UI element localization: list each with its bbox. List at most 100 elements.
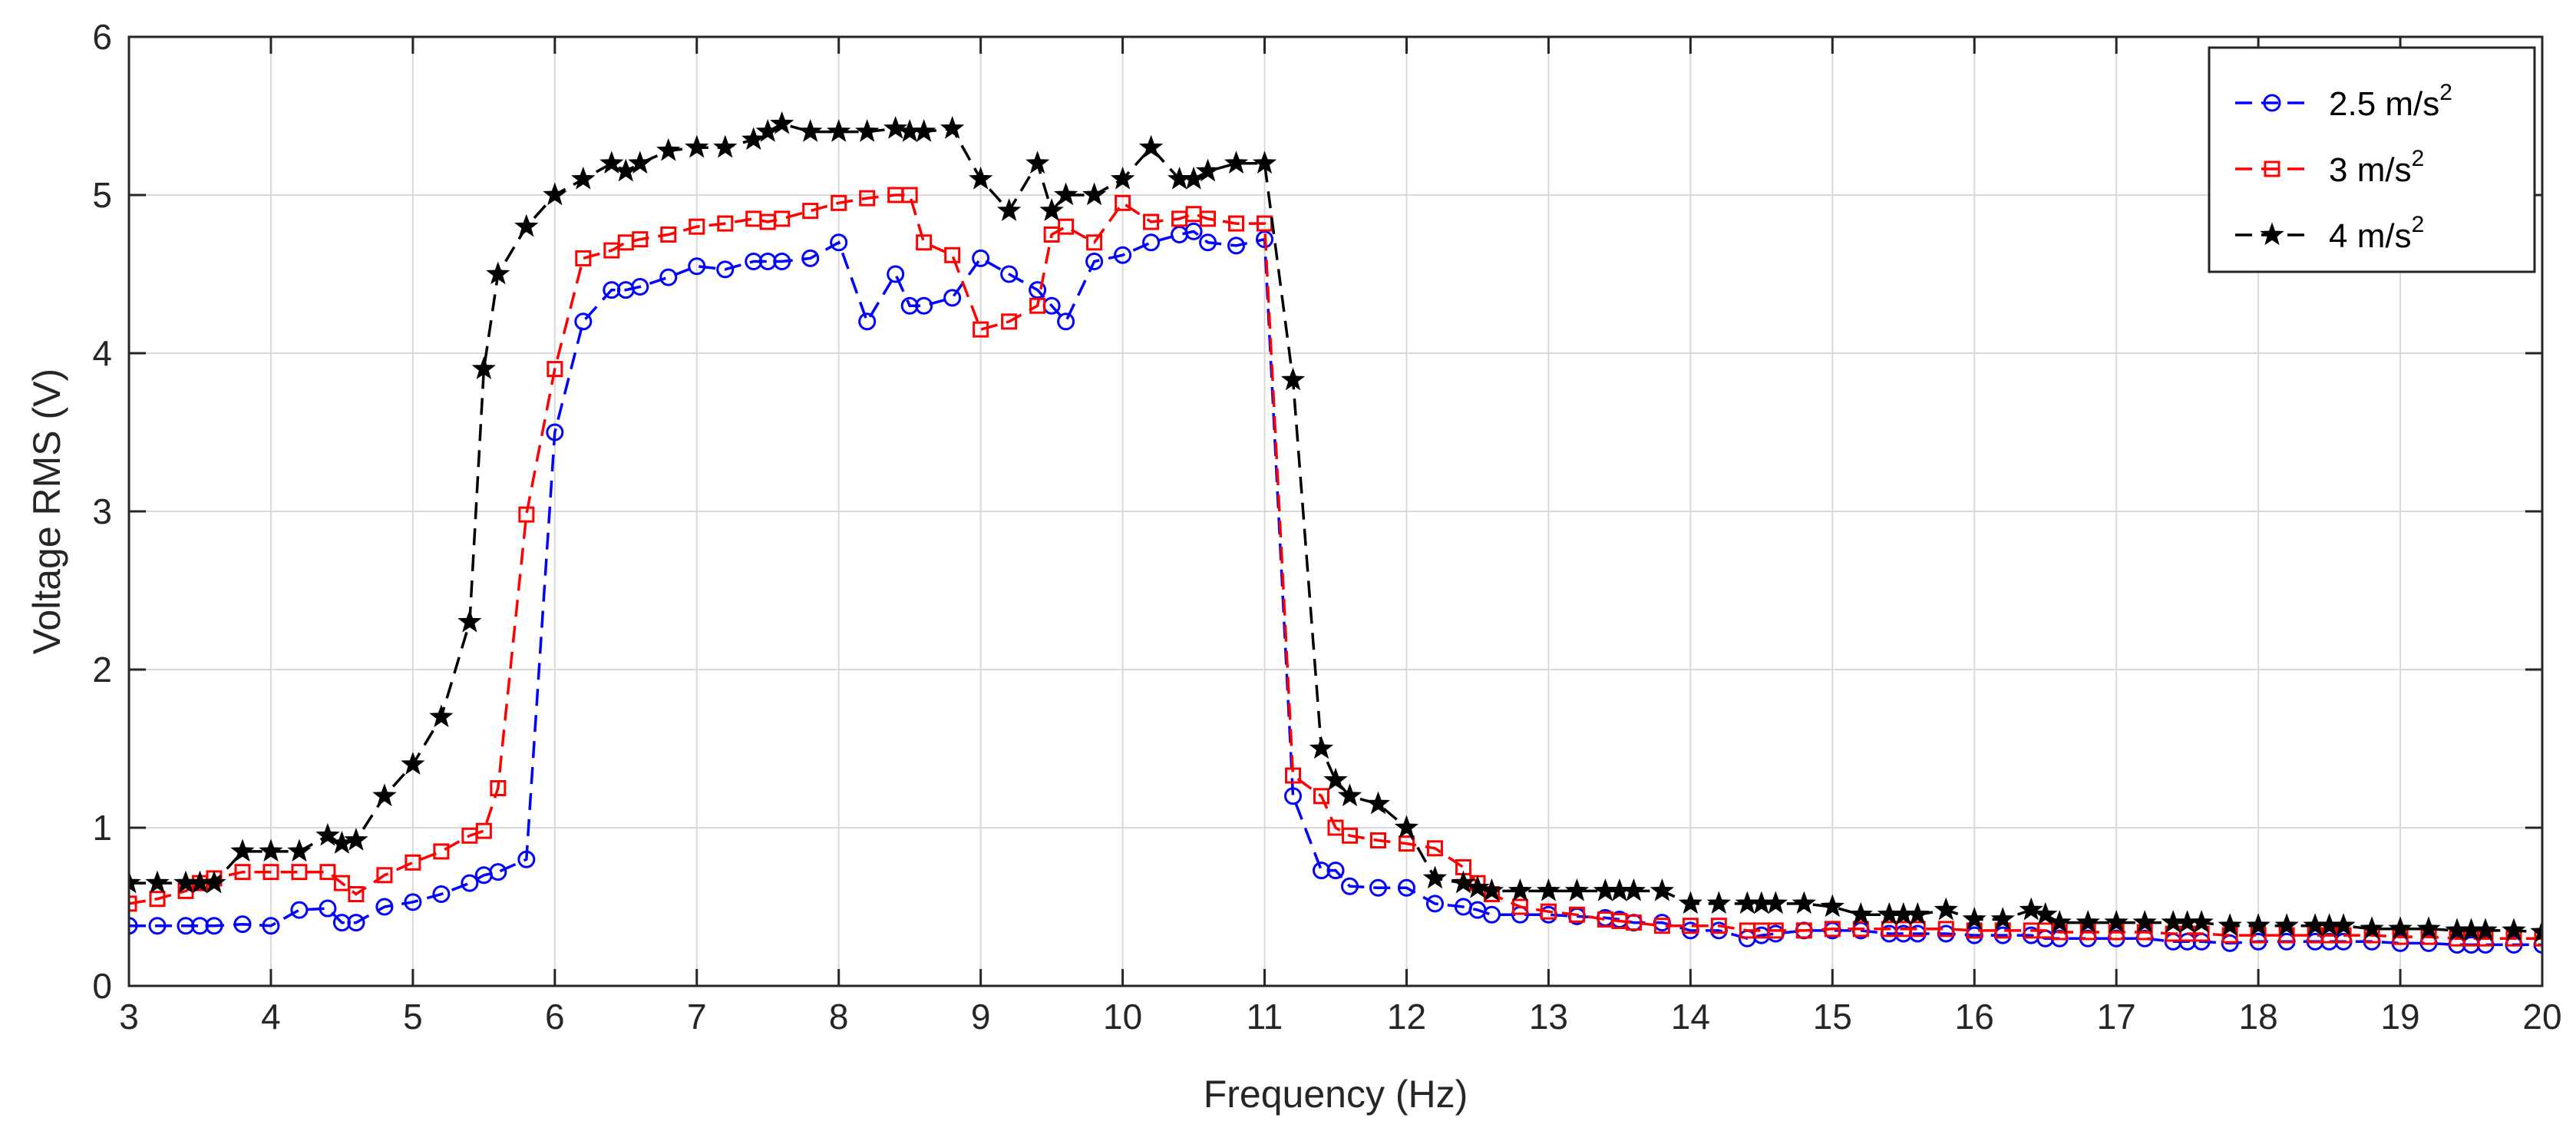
data-point-square: [1710, 918, 1727, 934]
x-tick-label: 20: [2522, 997, 2561, 1037]
y-tick-label: 0: [92, 966, 112, 1006]
data-point-circle: [745, 253, 763, 271]
data-point-star: [401, 752, 425, 775]
series-layer: [129, 111, 2542, 954]
data-point-square: [916, 234, 933, 251]
data-point-star: [883, 116, 908, 139]
data-point-star: [1536, 878, 1561, 901]
data-point-star: [1820, 894, 1844, 918]
data-point-star: [1181, 166, 1206, 190]
data-point-star: [471, 356, 496, 379]
data-point-star: [1465, 875, 1490, 898]
data-point-star: [1479, 878, 1504, 901]
legend: 2.5 m/s2 3 m/s2 4 m/s2: [2208, 46, 2536, 273]
data-point-star: [1394, 815, 1419, 838]
data-point-square: [405, 854, 421, 871]
data-point-circle: [177, 917, 195, 935]
data-point-square: [1937, 921, 1954, 938]
data-point-star: [2104, 910, 2129, 933]
data-point-star: [2530, 919, 2542, 943]
data-point-square: [547, 361, 563, 378]
data-point-circle: [461, 874, 479, 892]
data-point-circle: [1326, 862, 1345, 880]
x-tick-label: 15: [1813, 997, 1852, 1037]
x-tick-labels: 3 4 5 6 7 8 9 10 11 12 13 14 15 16 17 18 19 20: [119, 997, 2561, 1037]
data-point-circle: [1085, 253, 1104, 271]
data-point-star: [1905, 901, 1930, 925]
data-point-star: [1039, 198, 1064, 221]
data-point-circle: [716, 260, 735, 279]
data-point-square: [475, 822, 492, 839]
data-point-square: [333, 875, 350, 891]
data-point-circle: [603, 281, 621, 299]
data-point-circle: [432, 885, 451, 904]
data-point-star: [827, 119, 851, 142]
data-point-square: [1285, 767, 1302, 784]
series-line: [129, 193, 2542, 940]
data-point-square: [376, 867, 393, 884]
data-point-circle: [319, 899, 337, 918]
data-point-star: [486, 261, 510, 285]
data-point-circle: [1142, 233, 1161, 252]
data-point-star: [344, 828, 368, 851]
y-tick-label: 4: [92, 333, 112, 373]
legend-entry-3: 3 m/s2: [2235, 146, 2424, 189]
data-point-star: [1792, 891, 1816, 914]
data-point-star: [1280, 367, 1306, 391]
data-point-square: [1001, 313, 1018, 330]
data-point-circle: [1199, 233, 1217, 252]
data-point-circle: [758, 253, 777, 271]
data-point-square: [1852, 921, 1869, 938]
data-point-square: [1767, 922, 1784, 939]
data-point-circle: [773, 253, 791, 271]
y-axis-title: Voltage RMS (V): [25, 369, 68, 654]
data-point-square: [1058, 218, 1075, 235]
data-point-square: [944, 246, 961, 263]
data-point-square: [1369, 832, 1386, 848]
data-point-star: [599, 150, 624, 174]
data-point-star: [1252, 150, 1277, 174]
data-point-square: [149, 891, 166, 908]
data-point-square: [802, 203, 819, 220]
data-point-circle: [262, 917, 280, 935]
data-point-square: [1313, 788, 1330, 805]
data-point-star: [543, 182, 567, 206]
data-point-circle: [347, 914, 365, 932]
y-tick-label: 6: [92, 17, 112, 57]
data-point-star: [2047, 910, 2072, 933]
data-point-square: [831, 194, 847, 211]
data-point-square: [1682, 918, 1699, 934]
ticks: [127, 35, 2544, 987]
legend-label: 2.5 m/s2: [2329, 80, 2452, 123]
data-point-square: [859, 190, 876, 207]
legend-entry-4: 4 m/s2: [2235, 212, 2424, 255]
data-point-square: [1115, 194, 1131, 211]
data-point-star: [1934, 897, 1958, 921]
x-tick-label: 3: [119, 997, 139, 1037]
data-point-circle: [546, 423, 564, 442]
data-point-circle: [858, 313, 877, 331]
x-tick-label: 16: [1955, 997, 1994, 1037]
legend-marker-circle: [2263, 94, 2281, 112]
data-point-square: [575, 250, 592, 266]
y-tick-labels: 0 1 2 3 4 5 6: [92, 17, 112, 1006]
data-point-star: [1053, 182, 1078, 206]
x-tick-label: 6: [545, 997, 565, 1037]
data-point-square: [660, 227, 677, 243]
data-point-star: [855, 119, 880, 142]
data-point-circle: [129, 917, 138, 935]
x-tick-label: 19: [2380, 997, 2419, 1037]
data-point-square: [129, 895, 137, 912]
data-point-star: [1195, 158, 1220, 182]
legend-marker-star: [2260, 222, 2284, 246]
data-point-circle: [1029, 281, 1047, 299]
data-point-star: [798, 119, 823, 142]
data-point-circle: [148, 917, 167, 935]
data-point-circle: [900, 296, 919, 315]
data-point-star: [1650, 878, 1674, 901]
x-tick-label: 12: [1387, 997, 1426, 1037]
data-point-circle: [1482, 905, 1501, 924]
y-tick-label: 2: [92, 650, 112, 690]
data-point-square: [2534, 930, 2542, 947]
data-point-star: [2218, 913, 2242, 937]
